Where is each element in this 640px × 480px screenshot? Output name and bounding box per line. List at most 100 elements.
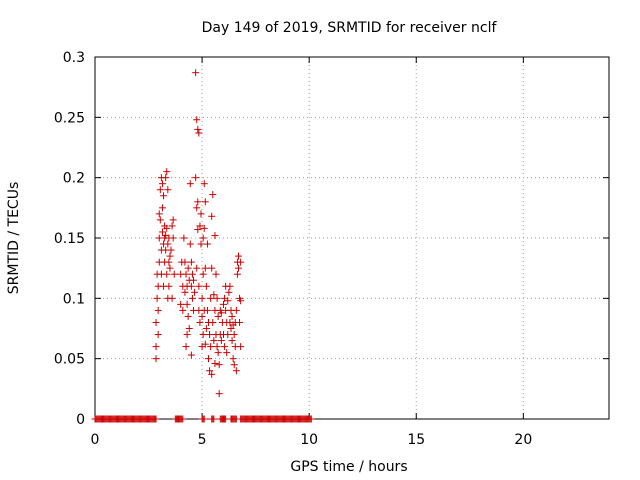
data-point [234,252,242,260]
data-point [182,343,190,351]
y-tick-label: 0.15 [54,231,85,247]
data-point [207,343,215,351]
data-point [164,186,172,194]
data-point [227,325,235,332]
data-point [168,222,176,230]
data-point [184,312,192,320]
data-point [211,232,219,240]
data-point [200,180,208,188]
data-point [156,186,164,194]
data-point [165,282,173,290]
zero-point [210,415,218,423]
data-point [228,337,236,345]
data-point [163,224,171,232]
data-point [209,318,217,326]
x-tick-label: 10 [300,432,318,448]
data-point [185,325,193,332]
data-point [166,252,174,260]
data-point [217,337,225,345]
y-tick-label: 0.05 [54,352,85,368]
data-point [192,69,200,77]
data-point [229,355,237,363]
data-point [237,258,245,266]
data-point [207,294,215,302]
data-point [158,180,166,188]
data-point [166,264,174,272]
data-point [198,294,206,302]
data-point [183,300,191,308]
x-tick-label: 5 [198,432,207,448]
scatter-points [152,69,245,398]
data-point [230,361,238,369]
data-point [187,282,195,290]
data-point [198,312,206,320]
data-point [233,270,241,278]
data-point [197,240,205,248]
data-point [162,174,170,182]
data-point [193,116,201,124]
data-point [205,355,213,363]
data-point [153,294,161,302]
data-point [234,264,242,272]
data-point [158,228,166,236]
data-point [163,168,171,176]
data-point [179,306,187,314]
data-point [236,318,244,326]
data-point [168,294,176,302]
data-point [195,129,203,137]
data-point [224,297,232,305]
data-point [203,240,211,248]
zero-point [307,415,315,423]
data-point [202,282,210,290]
data-point [199,234,207,242]
data-point [177,300,185,308]
y-tick-label: 0.2 [63,171,85,187]
data-point [152,318,160,326]
data-point [196,318,204,326]
data-point [209,191,217,199]
data-point [187,351,195,359]
data-point [160,192,168,200]
data-point [208,264,216,272]
data-point [237,343,245,351]
data-point [164,240,172,248]
data-point [169,216,177,224]
data-point [217,309,225,317]
data-point [237,297,245,305]
data-point [213,294,221,302]
zero-point [179,415,187,423]
data-point [220,300,227,308]
data-point [188,270,196,278]
x-tick-label: 20 [514,432,532,448]
data-point [223,349,231,357]
data-point [203,306,211,314]
data-point [224,331,232,339]
data-point [226,282,234,290]
chart-title: Day 149 of 2019, SRMTID for receiver ncl… [202,20,498,36]
data-point [232,367,240,375]
data-point [208,212,216,220]
data-point [169,234,177,242]
data-point [193,204,201,212]
data-point [197,210,205,218]
data-point [181,258,189,266]
data-point [154,331,162,339]
data-point [156,216,164,224]
data-point [214,312,222,320]
data-point [214,349,222,357]
zero-point [200,415,208,423]
data-point [184,264,192,272]
data-point [215,390,223,398]
data-point [201,264,209,272]
x-tick-label: 15 [407,432,425,448]
data-point [206,331,214,339]
data-point [158,204,166,212]
y-tick-label: 0.1 [63,291,85,307]
data-point [165,258,173,266]
axis-ticks: 0 0.05 0.1 0.15 0.2 0.25 0.3 0 5 10 15 20 [54,50,609,448]
data-point [194,198,202,206]
data-point [183,331,191,339]
data-point [163,270,171,278]
